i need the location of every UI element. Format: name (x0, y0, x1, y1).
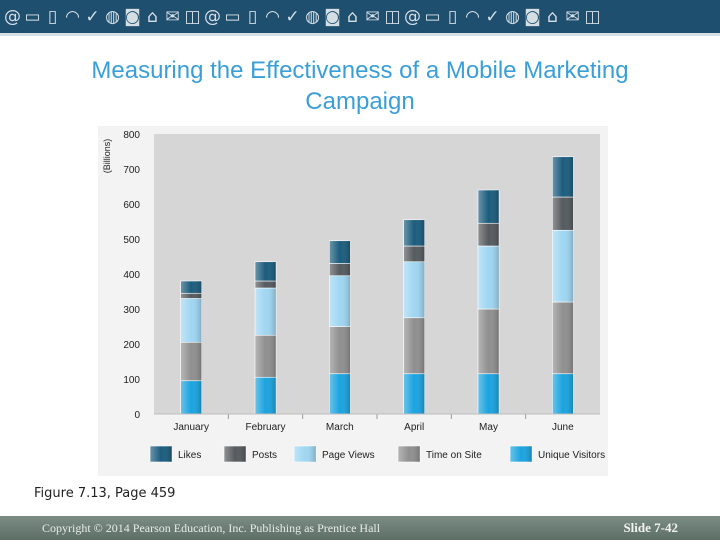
bar-segment-shade (403, 373, 425, 414)
cart-icon: ◫ (184, 7, 204, 27)
wifi-icon: ◠ (265, 7, 283, 27)
bar-segment-shade (552, 156, 574, 197)
legend-swatch-shade (398, 446, 420, 462)
camera-icon: ◙ (124, 7, 144, 27)
bar-segment-shade (403, 261, 425, 318)
y-tick-label: 700 (123, 165, 140, 176)
bar-segment-shade (329, 240, 351, 264)
legend-swatch-shade (224, 446, 246, 462)
bar-segment-shade (329, 373, 351, 414)
cart-icon: ◫ (384, 7, 404, 27)
slide-number: Slide 7-42 (623, 520, 678, 535)
y-tick-label: 400 (123, 270, 140, 281)
envelope-icon: ✉ (165, 7, 183, 27)
banner-underline (0, 33, 720, 36)
laptop-icon: ▭ (224, 7, 244, 27)
bar-segment-shade (552, 373, 574, 414)
bar-segment-shade (255, 377, 276, 414)
legend-swatch-shade (150, 446, 172, 462)
y-tick-label: 200 (123, 340, 140, 351)
bar-segment-shade (255, 261, 276, 281)
cart-icon: ◫ (584, 7, 604, 27)
page-title: Measuring the Effectiveness of a Mobile … (91, 57, 629, 115)
camera-icon: ◙ (324, 7, 344, 27)
x-tick-label: May (479, 422, 498, 433)
laptop-icon: ▭ (424, 7, 444, 27)
globe-icon: ◍ (305, 7, 323, 27)
figure-caption: Figure 7.13, Page 459 (34, 486, 176, 501)
bar-segment-shade (403, 317, 425, 374)
home-icon: ⌂ (347, 7, 361, 27)
bar-segment-shade (255, 288, 276, 336)
bar-segment-shade (255, 335, 276, 378)
y-tick-label: 100 (123, 375, 140, 386)
y-axis-label: (Billions) (102, 139, 112, 174)
bar-segment-shade (180, 293, 202, 299)
at-icon: @ (404, 7, 424, 27)
y-tick-label: 500 (123, 235, 140, 246)
bar-segment-shade (255, 281, 276, 288)
x-tick-label: June (552, 422, 574, 433)
y-tick-label: 300 (123, 305, 140, 316)
wifi-icon: ◠ (465, 7, 483, 27)
thumbs-up-icon: ✓ (85, 7, 103, 27)
bar-segment-shade (478, 373, 499, 414)
legend-swatch-shade (294, 446, 316, 462)
x-tick-label: March (326, 422, 354, 433)
x-tick-label: January (173, 422, 209, 433)
x-tick-label: April (404, 422, 424, 433)
bar-segment-shade (180, 342, 202, 381)
bar-segment-shade (329, 275, 351, 327)
stacked-bar-chart: 0 100 200 300 400 500 600 700 800 (Billions) Janua… (98, 126, 608, 476)
copyright-text: Copyright © 2014 Pearson Education, Inc.… (42, 521, 381, 535)
envelope-icon: ✉ (565, 7, 583, 27)
thumbs-up-icon: ✓ (285, 7, 303, 27)
globe-icon: ◍ (105, 7, 123, 27)
x-tick-label: February (245, 422, 285, 433)
bar-segment-shade (180, 281, 202, 294)
laptop-icon: ▭ (24, 7, 44, 27)
at-icon: @ (4, 7, 24, 27)
bar-segment-shade (552, 302, 574, 374)
bar-segment-shade (478, 246, 499, 309)
phone-icon: ▯ (247, 7, 261, 27)
footer-bar: Copyright © 2014 Pearson Education, Inc.… (0, 516, 720, 540)
bar-segment-shade (478, 190, 499, 224)
legend-label: Posts (252, 450, 277, 461)
bar-segment-shade (478, 309, 499, 374)
bar-segment-shade (478, 223, 499, 246)
bar-segment-shade (329, 326, 351, 374)
y-tick-label: 600 (123, 200, 140, 211)
y-tick-label: 0 (134, 410, 140, 421)
bar-segment-shade (329, 263, 351, 276)
chart-container: 0 100 200 300 400 500 600 700 800 (Billions) Janua… (98, 126, 608, 476)
home-icon: ⌂ (147, 7, 161, 27)
header-icon-strip: @▭ ▯ ◠ ✓ ◍◙ ⌂ ✉ ◫@▭ ▯ ◠ ✓ ◍◙ ⌂ ✉ ◫@▭ ▯ ◠ ✓ ◍◙ ⌂ ✉ ◫ (4, 2, 604, 32)
home-icon: ⌂ (547, 7, 561, 27)
legend-label: Page Views (322, 450, 375, 461)
bar-segment-shade (403, 246, 425, 262)
legend-swatch-shade (510, 446, 532, 462)
globe-icon: ◍ (505, 7, 523, 27)
camera-icon: ◙ (524, 7, 544, 27)
header-banner: @▭ ▯ ◠ ✓ ◍◙ ⌂ ✉ ◫@▭ ▯ ◠ ✓ ◍◙ ⌂ ✉ ◫@▭ ▯ ◠ ✓ ◍◙ ⌂ ✉ ◫ (0, 0, 720, 36)
thumbs-up-icon: ✓ (485, 7, 503, 27)
phone-icon: ▯ (447, 7, 461, 27)
legend-label: Time on Site (426, 450, 482, 461)
legend-label: Likes (178, 450, 201, 461)
legend-label: Unique Visitors (538, 450, 605, 461)
bar-segment-shade (180, 380, 202, 414)
bar-segment-shade (552, 197, 574, 231)
y-tick-label: 800 (123, 130, 140, 141)
wifi-icon: ◠ (65, 7, 83, 27)
bar-segment-shade (403, 219, 425, 246)
envelope-icon: ✉ (365, 7, 383, 27)
phone-icon: ▯ (47, 7, 61, 27)
bar-segment-shade (552, 230, 574, 302)
at-icon: @ (204, 7, 224, 27)
bar-segment-shade (180, 298, 202, 343)
plot-area (154, 134, 600, 414)
